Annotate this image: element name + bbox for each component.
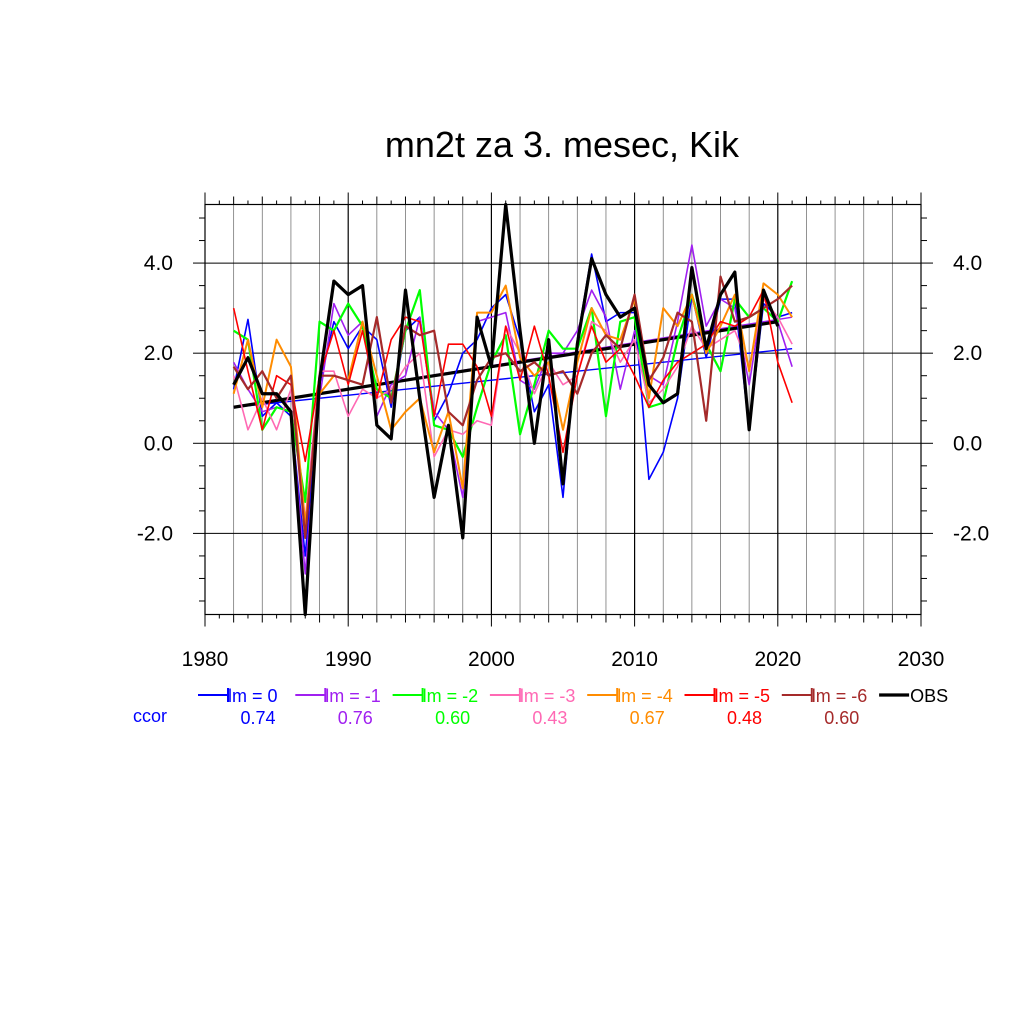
trend-line-7 — [233, 320, 779, 409]
x-tick-label: 2020 — [754, 648, 801, 671]
legend-corr: 0.67 — [630, 708, 665, 728]
y-tick-label-right: 4.0 — [953, 252, 982, 275]
legend-label: lm = -2 — [423, 686, 479, 706]
y-tick-label-left: 4.0 — [144, 252, 173, 275]
y-tick-label-right: 2.0 — [953, 342, 982, 365]
legend-corr: 0.74 — [240, 708, 275, 728]
legend-corr: 0.60 — [824, 708, 859, 728]
y-tick-label-left: -2.0 — [137, 522, 173, 545]
y-tick-label-right: 0.0 — [953, 432, 982, 455]
series-line-3 — [232, 298, 793, 521]
legend-label: lm = -1 — [325, 686, 381, 706]
series-lines — [232, 202, 794, 617]
legend-corr: 0.76 — [338, 708, 373, 728]
legend-corr: 0.48 — [727, 708, 762, 728]
x-tick-label: 2000 — [468, 648, 515, 671]
legend-label: lm = -3 — [520, 686, 576, 706]
corr-label: ccor — [133, 706, 167, 726]
legend-label: lm = 0 — [228, 686, 278, 706]
legend-corr: 0.60 — [435, 708, 470, 728]
legend-label: lm = -6 — [812, 686, 868, 706]
axis-ticks — [193, 192, 933, 627]
x-tick-label: 1990 — [325, 648, 372, 671]
legend-corr: 0.43 — [532, 708, 567, 728]
legend-label: lm = -4 — [617, 686, 673, 706]
series-line-5 — [232, 289, 793, 463]
tick-labels: 1980 1990 2000 2010 2020 2030 4.0 2.0 0.0 -2.0 4.0… — [137, 252, 989, 671]
x-tick-label: 2030 — [898, 648, 945, 671]
series-line-4 — [232, 282, 793, 526]
y-tick-label-left: 0.0 — [144, 432, 173, 455]
chart-title: mn2t za 3. mesec, Kik — [385, 124, 740, 165]
series-line-6 — [232, 275, 793, 540]
x-tick-label: 1980 — [182, 648, 229, 671]
legend-label: lm = -5 — [715, 686, 771, 706]
legend-label: OBS — [910, 686, 948, 706]
y-tick-label-left: 2.0 — [144, 342, 173, 365]
y-tick-label-right: -2.0 — [953, 522, 989, 545]
x-tick-label: 2010 — [611, 648, 658, 671]
